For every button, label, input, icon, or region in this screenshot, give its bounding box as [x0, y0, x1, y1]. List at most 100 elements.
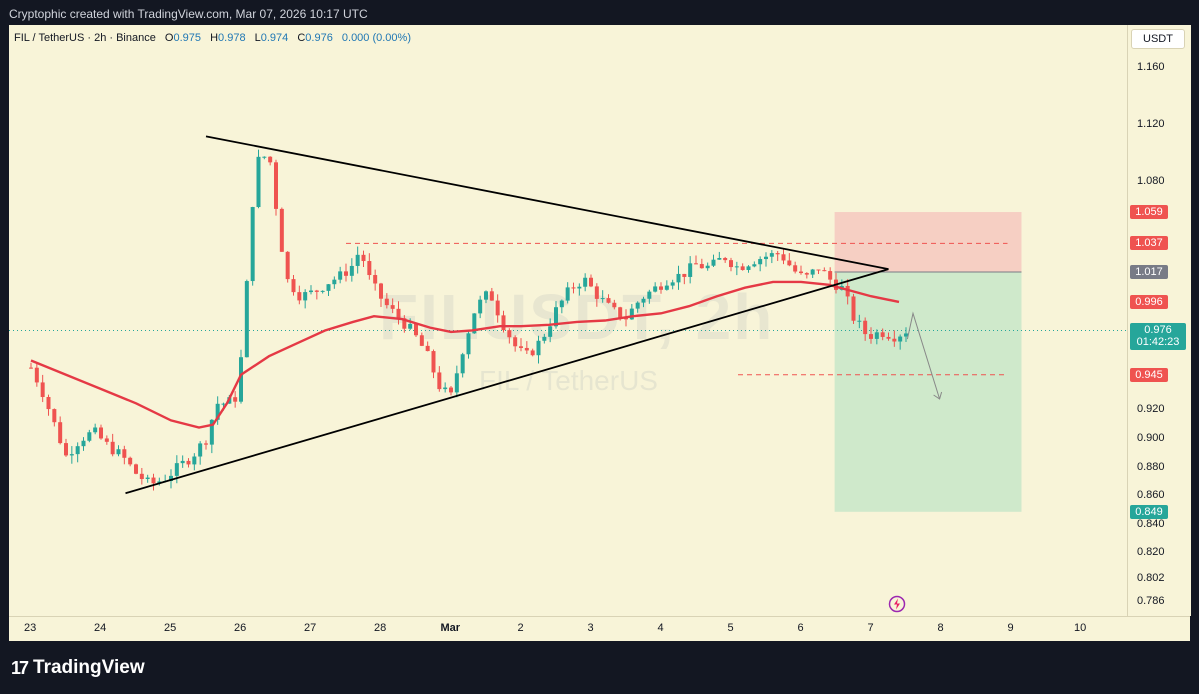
high-value: 0.978 — [218, 32, 246, 44]
candle-body — [466, 333, 471, 355]
price-tick-label: 0.900 — [1137, 431, 1165, 444]
price-tag-stop: 1.059 — [1130, 205, 1168, 219]
candle-body — [186, 460, 191, 465]
price-tick-label: 1.080 — [1137, 175, 1165, 188]
candle-body — [320, 290, 325, 292]
candle-body — [344, 271, 348, 276]
candle-body — [542, 336, 547, 341]
plot-area[interactable]: FILUSDT, 2h FIL / TetherUS — [9, 25, 1127, 616]
candle-body — [46, 397, 51, 410]
candle-body — [769, 253, 774, 257]
candle-body — [513, 337, 518, 347]
candle-body — [484, 291, 488, 300]
candle-body — [274, 162, 278, 209]
close-label: C — [297, 32, 306, 44]
candle-body — [688, 263, 693, 277]
candle-body — [606, 298, 611, 303]
candle-body — [303, 292, 308, 301]
candle-body — [256, 156, 261, 208]
candle-body — [682, 273, 687, 277]
candle-body — [600, 298, 605, 300]
price-tag-ma: 0.996 — [1130, 294, 1168, 309]
candle-body — [653, 286, 658, 292]
time-tick-label: 25 — [164, 622, 177, 634]
time-tick-label: 5 — [727, 622, 734, 634]
candle-body — [139, 473, 144, 480]
price-tick-label: 0.802 — [1137, 571, 1165, 584]
candle-body — [723, 257, 728, 261]
candle-body — [565, 287, 570, 301]
ohlc-legend: FIL / TetherUS · 2h · Binance O0.975 H0.… — [14, 31, 411, 45]
candle-body — [390, 305, 395, 309]
candle-body — [384, 298, 389, 306]
candle-body — [880, 332, 885, 337]
time-tick-label: 26 — [234, 622, 247, 634]
time-tick-label: 2 — [517, 622, 524, 634]
candle-body — [507, 330, 512, 338]
candle-body — [52, 409, 57, 423]
candle-body — [594, 286, 599, 299]
candle-body — [297, 292, 302, 301]
candle-body — [583, 277, 588, 287]
candle-body — [40, 382, 45, 398]
candle-body — [58, 422, 63, 444]
candle-body — [863, 320, 868, 335]
candle-body — [752, 264, 757, 267]
moving-average-line — [30, 280, 900, 429]
candle-body — [775, 253, 780, 255]
candle-body — [355, 254, 360, 266]
candle-body — [472, 313, 477, 334]
candle-body — [64, 443, 68, 456]
candle-body — [215, 403, 220, 420]
candle-body — [221, 403, 226, 405]
candle-body — [367, 261, 372, 276]
candle-body — [793, 265, 798, 272]
lightning-bolt-icon[interactable] — [888, 595, 906, 613]
time-tick-label: 8 — [937, 622, 944, 634]
candle-body — [262, 156, 267, 158]
time-tick-label: 24 — [94, 622, 107, 634]
candle-body — [69, 454, 74, 456]
candlestick-chart[interactable] — [9, 25, 1127, 616]
candle-body — [157, 481, 162, 484]
candle-body — [291, 279, 296, 293]
price-tick-label: 1.120 — [1137, 117, 1165, 130]
candle-body — [332, 279, 337, 285]
candle-body — [869, 334, 873, 339]
brand-name: TradingView — [33, 657, 145, 678]
candle-body — [577, 286, 582, 289]
candle-body — [734, 266, 739, 268]
price-tick-label: 1.160 — [1137, 60, 1165, 73]
candle-body — [99, 427, 103, 439]
price-tick-label: 0.820 — [1137, 546, 1165, 559]
candle-body — [134, 464, 138, 474]
candle-body — [169, 475, 173, 482]
currency-button[interactable]: USDT — [1131, 29, 1185, 49]
price-tag-last: 0.976 01:42:23 — [1130, 323, 1186, 351]
candle-body — [495, 300, 500, 316]
low-label: L — [254, 32, 261, 44]
candle-body — [454, 373, 459, 393]
last-price-value: 0.976 — [1144, 324, 1172, 337]
time-tick-label: Mar — [440, 622, 461, 634]
candle-body — [676, 273, 681, 283]
candle-body — [437, 372, 442, 390]
candle-body — [758, 259, 763, 265]
time-tick-label: 3 — [587, 622, 594, 634]
candle-body — [110, 441, 115, 455]
candle-body — [548, 326, 553, 337]
time-axis[interactable] — [9, 616, 1190, 641]
candle-body — [618, 307, 623, 318]
candle-body — [857, 320, 862, 322]
candle-body — [402, 318, 407, 329]
triangle-lower-trendline — [125, 268, 889, 495]
candle-body — [29, 367, 33, 369]
candle-body — [285, 251, 290, 280]
price-tick-label: 0.920 — [1137, 403, 1165, 416]
triangle-upper-trendline — [205, 135, 889, 270]
candle-body — [233, 397, 238, 402]
candle-body — [904, 333, 908, 337]
candle-body — [75, 446, 80, 455]
candle-body — [874, 332, 879, 339]
